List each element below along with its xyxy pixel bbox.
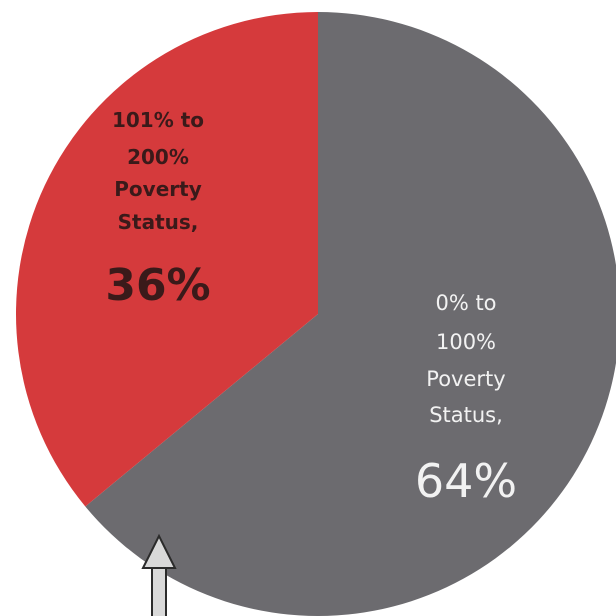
slice-1-label-line-4: Status, [118,210,199,234]
slice-1-value-label: 36% [105,260,210,311]
slice-1-label-line-2: 200% [127,145,189,169]
slice-0-label-line-4: Status, [429,403,503,427]
pie-slice-1 [16,12,319,507]
slice-0-label-line-1: 0% to [435,291,496,315]
slice-0-label-line-2: 100% [436,330,496,354]
pointer-arrow-icon [141,533,177,616]
slice-1-label-line-1: 101% to [112,108,204,132]
slice-label-poverty-0-100: 0% to 100% Poverty Status, 64% [415,291,517,508]
pie-slice-0 [85,12,616,616]
slice-0-value-label: 64% [415,454,517,508]
slice-1-label-line-3: Poverty [114,177,201,201]
slice-0-label-line-3: Poverty [426,367,505,391]
slice-label-poverty-101-200: 101% to 200% Poverty Status, 36% [105,108,210,311]
pie-slices [16,12,616,616]
